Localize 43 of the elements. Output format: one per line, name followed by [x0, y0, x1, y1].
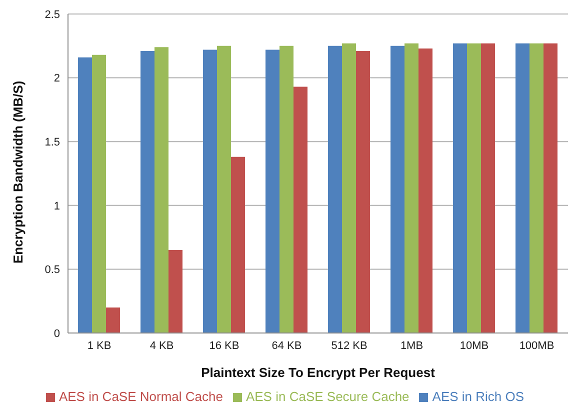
- bar: [404, 43, 418, 333]
- y-tick-label: 2.5: [44, 8, 60, 21]
- bar: [231, 156, 245, 333]
- bar: [78, 57, 92, 333]
- x-axis-title: Plaintext Size To Encrypt Per Request: [201, 365, 436, 380]
- bar: [390, 46, 404, 333]
- y-tick-label: 2: [54, 72, 60, 85]
- x-tick-label: 16 KB: [209, 340, 240, 352]
- bar: [481, 43, 495, 333]
- bar: [328, 46, 342, 333]
- bar: [168, 250, 182, 333]
- y-tick-label: 0: [54, 328, 60, 340]
- bar: [280, 46, 294, 333]
- bar: [154, 47, 168, 333]
- x-tick-label: 4 KB: [150, 340, 174, 352]
- bar: [217, 46, 231, 333]
- y-axis-title: Encryption Bandwidth (MB/S): [10, 80, 26, 264]
- x-tick-label: 10MB: [460, 340, 489, 352]
- bar: [530, 43, 544, 333]
- bar: [342, 43, 356, 333]
- bar: [106, 307, 120, 333]
- x-tick-label: 1MB: [400, 340, 424, 352]
- y-tick-label: 1.5: [44, 136, 60, 149]
- x-tick-label: 64 KB: [272, 340, 302, 352]
- bar: [516, 43, 530, 333]
- y-tick-label: 0.5: [44, 264, 60, 276]
- legend-label: AES in Rich OS: [432, 389, 524, 404]
- bar: [266, 50, 280, 333]
- bar: [467, 43, 481, 333]
- bar: [453, 43, 467, 333]
- legend-label: AES in CaSE Normal Cache: [58, 389, 223, 404]
- legend-label: AES in CaSE Secure Cache: [246, 389, 410, 404]
- x-tick-label: 1 KB: [87, 340, 112, 352]
- bar: [92, 54, 106, 333]
- bar: [140, 51, 154, 333]
- bar: [544, 43, 558, 333]
- x-tick-label: 512 KB: [331, 340, 368, 352]
- bar: [203, 50, 217, 333]
- bar: [356, 51, 370, 333]
- bar: [294, 86, 308, 333]
- bar: [418, 48, 432, 333]
- x-tick-label: 100MB: [519, 340, 554, 352]
- y-tick-label: 1: [54, 200, 60, 212]
